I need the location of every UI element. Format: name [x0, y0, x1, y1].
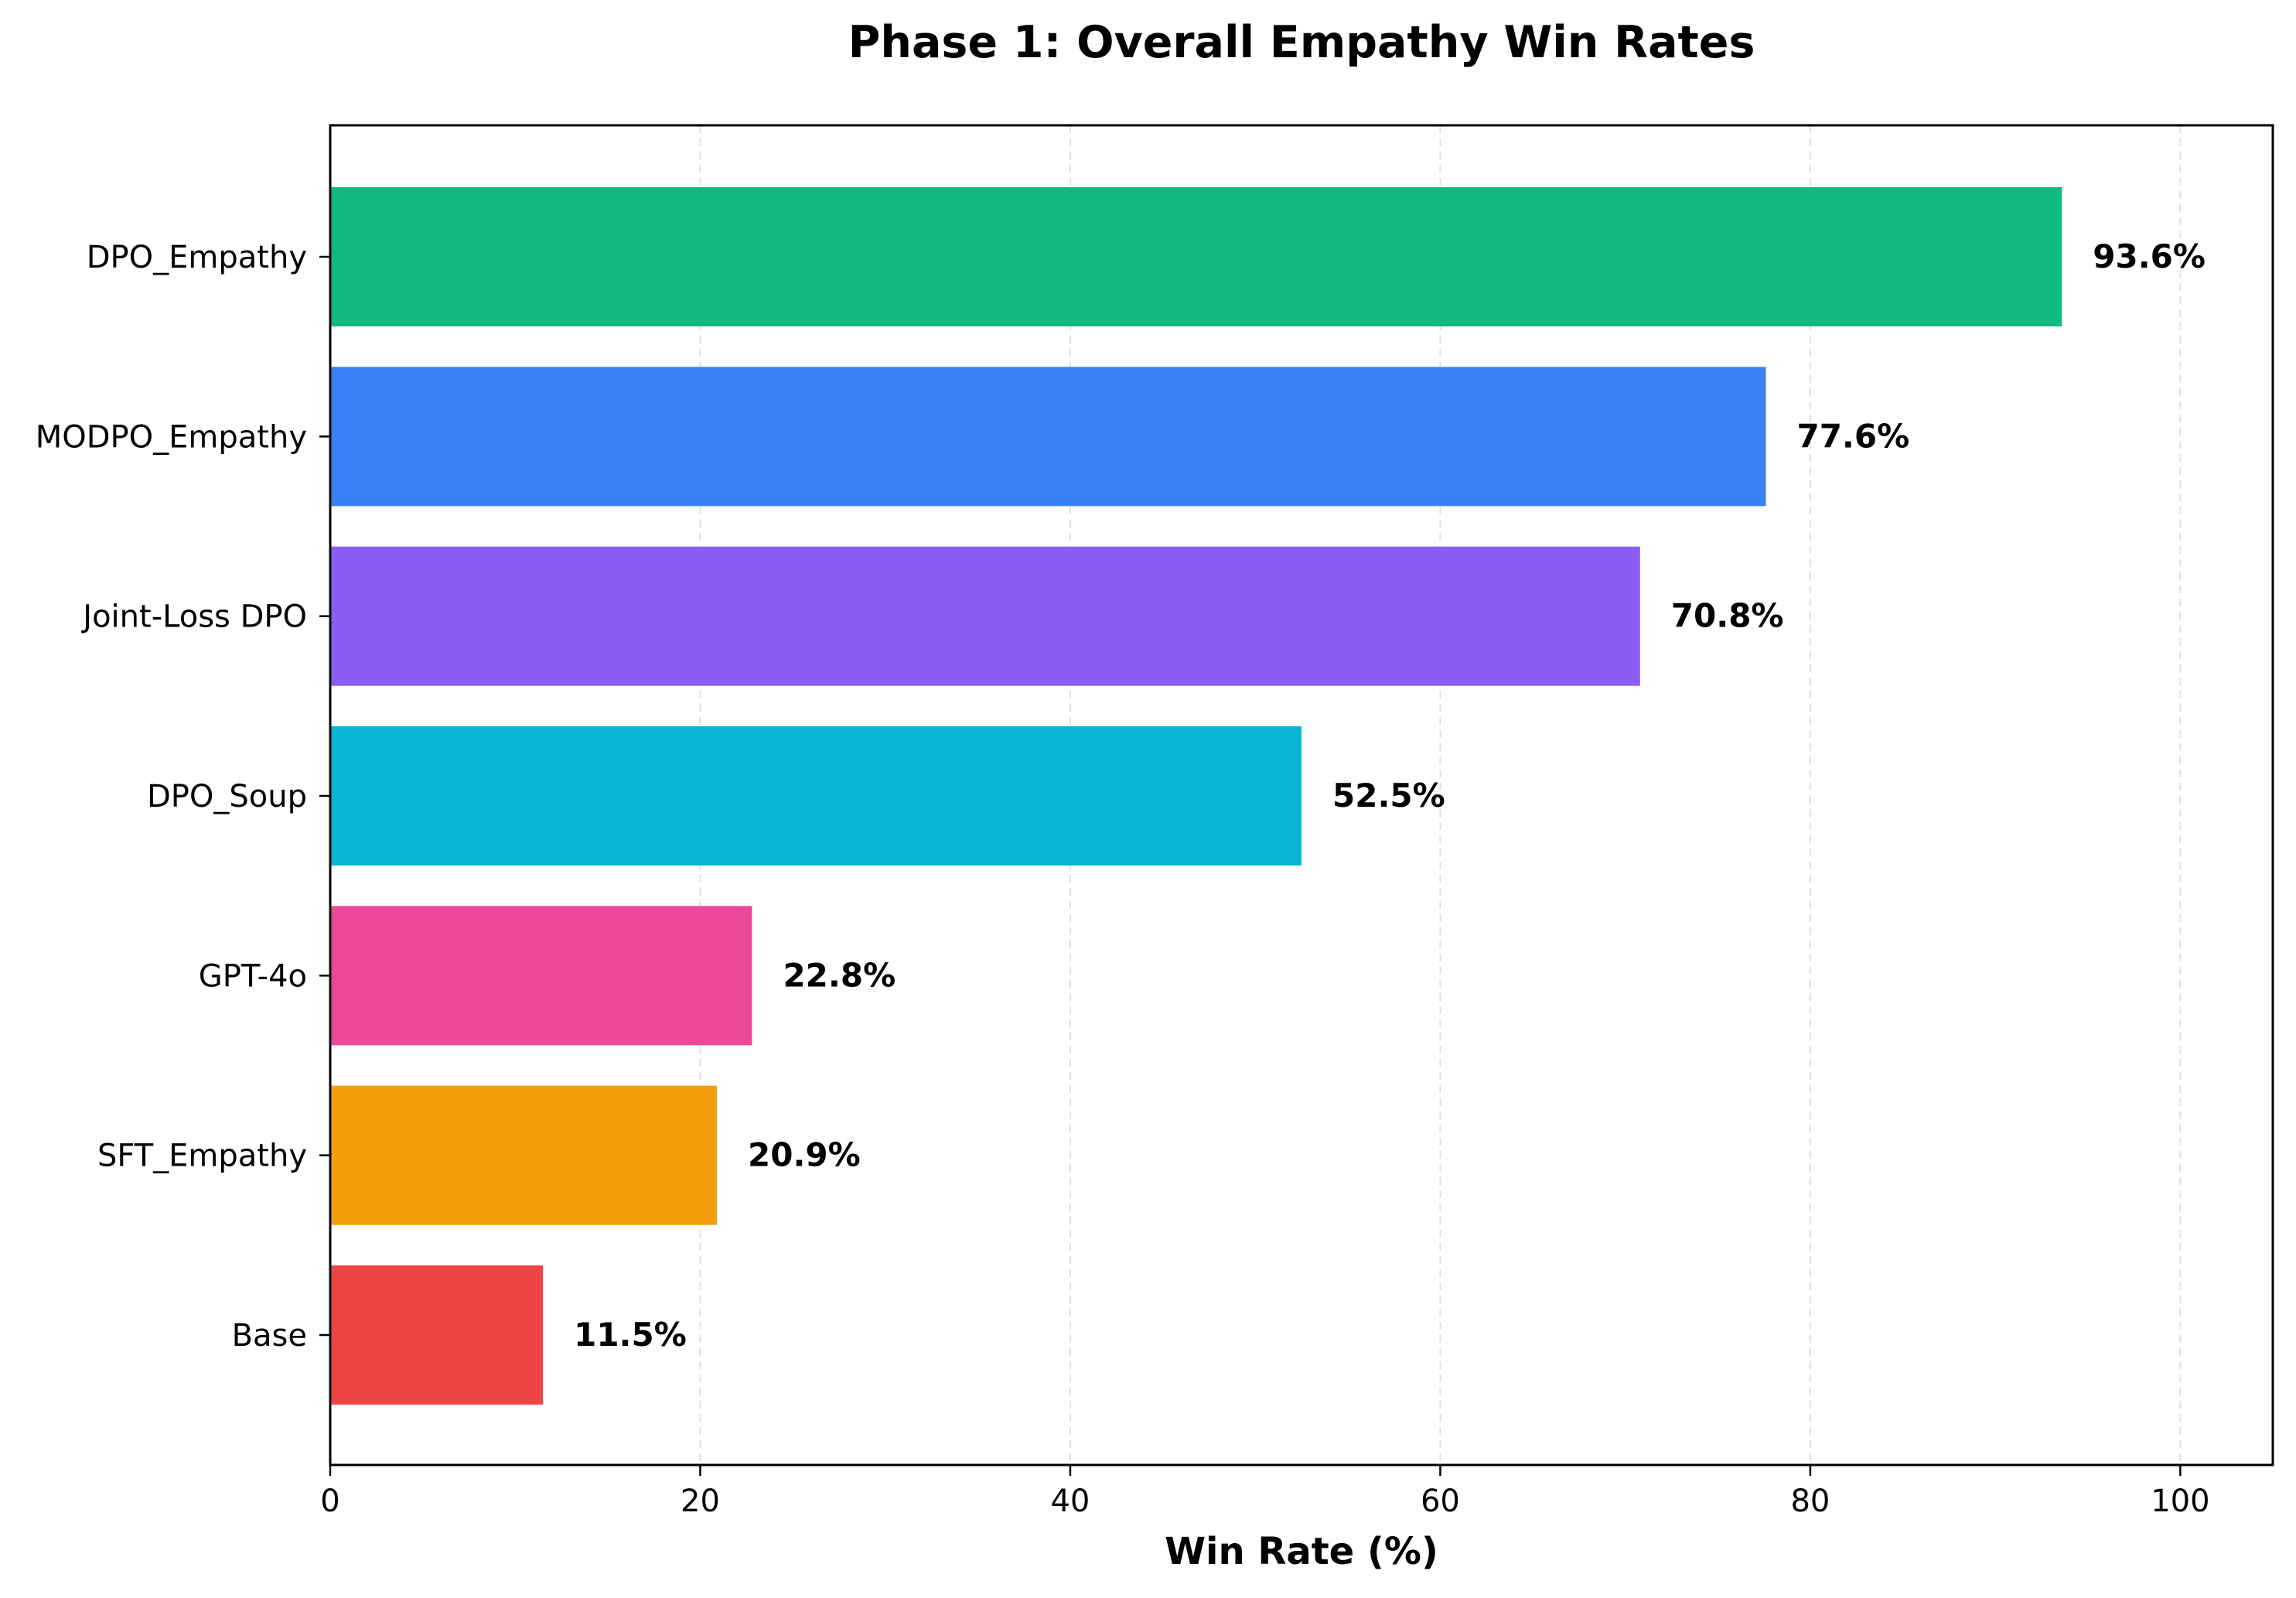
bar — [330, 1265, 544, 1405]
bar-value-label: 52.5% — [1332, 777, 1445, 814]
y-tick-label: SFT_Empathy — [97, 1139, 307, 1174]
x-tick-label: 40 — [1050, 1484, 1090, 1519]
y-tick-label: MODPO_Empathy — [36, 419, 307, 455]
x-axis-ticks: 0 20 40 60 80 100 — [320, 1465, 2210, 1519]
y-tick-label: Base — [232, 1318, 307, 1354]
bar-value-label: 22.8% — [783, 956, 896, 994]
bar — [330, 367, 1766, 507]
bar-value-label: 93.6% — [2093, 237, 2206, 275]
value-labels: 93.6% 77.6% 70.8% 52.5% 22.8% 20.9% 11.5% — [574, 237, 2206, 1354]
x-tick-label: 20 — [681, 1484, 720, 1519]
bar-value-label: 11.5% — [574, 1316, 687, 1354]
x-tick-label: 80 — [1790, 1484, 1830, 1519]
x-tick-label: 0 — [320, 1484, 339, 1519]
bar-value-label: 20.9% — [748, 1136, 861, 1174]
y-axis-ticks: DPO_Empathy MODPO_Empathy Joint-Loss DPO DP… — [36, 240, 330, 1354]
y-tick-label: Joint-Loss DPO — [80, 599, 307, 635]
bar — [330, 906, 752, 1046]
bar — [330, 187, 2062, 326]
chart-title: Phase 1: Overall Empathy Win Rates — [848, 17, 1755, 68]
y-tick-label: DPO_Soup — [147, 779, 307, 814]
bar-value-label: 77.6% — [1796, 417, 1909, 455]
x-axis-label: Win Rate (%) — [1165, 1530, 1438, 1573]
bar — [330, 1085, 718, 1225]
bar-value-label: 70.8% — [1671, 597, 1784, 635]
x-tick-label: 100 — [2151, 1484, 2209, 1519]
bar — [330, 546, 1640, 686]
y-tick-label: GPT-4o — [199, 958, 307, 994]
y-tick-label: DPO_Empathy — [87, 240, 307, 275]
bars — [330, 187, 2062, 1405]
bar — [330, 726, 1302, 866]
x-tick-label: 60 — [1421, 1484, 1460, 1519]
